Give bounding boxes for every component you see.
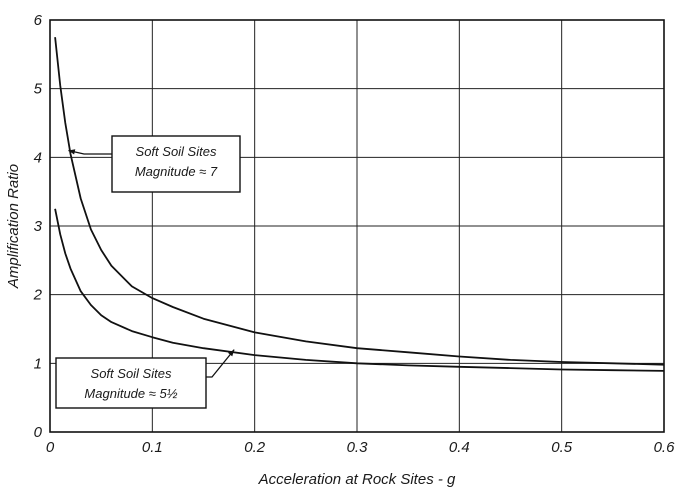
arrowhead-icon — [228, 349, 235, 357]
y-tick-label: 0 — [34, 424, 43, 441]
y-tick-label: 1 — [34, 355, 42, 372]
y-tick-label: 3 — [34, 218, 43, 235]
annotation-arrow — [206, 349, 235, 378]
x-tick-label: 0.3 — [347, 439, 369, 456]
series-layer — [54, 37, 665, 372]
series-line-1 — [54, 208, 665, 372]
annotation-text: Soft Soil Sites — [91, 366, 172, 381]
arrowhead-icon — [68, 149, 76, 155]
y-axis-label: Amplification Ratio — [5, 164, 22, 289]
annotation-text: Soft Soil Sites — [136, 144, 217, 159]
y-tick-label: 2 — [33, 287, 43, 304]
annotation-box — [111, 135, 241, 193]
series-line-0 — [54, 37, 665, 366]
x-tick-label: 0.6 — [654, 439, 676, 456]
x-axis-label: Acceleration at Rock Sites - g — [258, 471, 456, 488]
annotation-text: Magnitude ≈ 5½ — [84, 386, 177, 401]
x-tick-label: 0.4 — [449, 439, 470, 456]
x-tick-label: 0.2 — [244, 439, 266, 456]
annotation-1: Soft Soil Sites Magnitude ≈ 5½ — [55, 349, 235, 409]
annotation-0: Soft Soil Sites Magnitude ≈ 7 — [68, 135, 241, 193]
annotation-text: Magnitude ≈ 7 — [135, 164, 218, 179]
y-tick-label: 4 — [34, 149, 42, 166]
annotation-box — [55, 357, 207, 409]
plot-frame — [49, 19, 665, 433]
x-tick-label: 0.1 — [142, 439, 163, 456]
x-tick-label: 0.5 — [551, 439, 573, 456]
y-tick-label: 5 — [34, 81, 43, 98]
x-tick-label: 0 — [46, 439, 55, 456]
y-tick-label: 6 — [34, 12, 43, 29]
tick-labels: 0 0.1 0.2 0.3 0.4 0.5 0.6 0 1 2 3 4 5 6 — [33, 12, 675, 456]
